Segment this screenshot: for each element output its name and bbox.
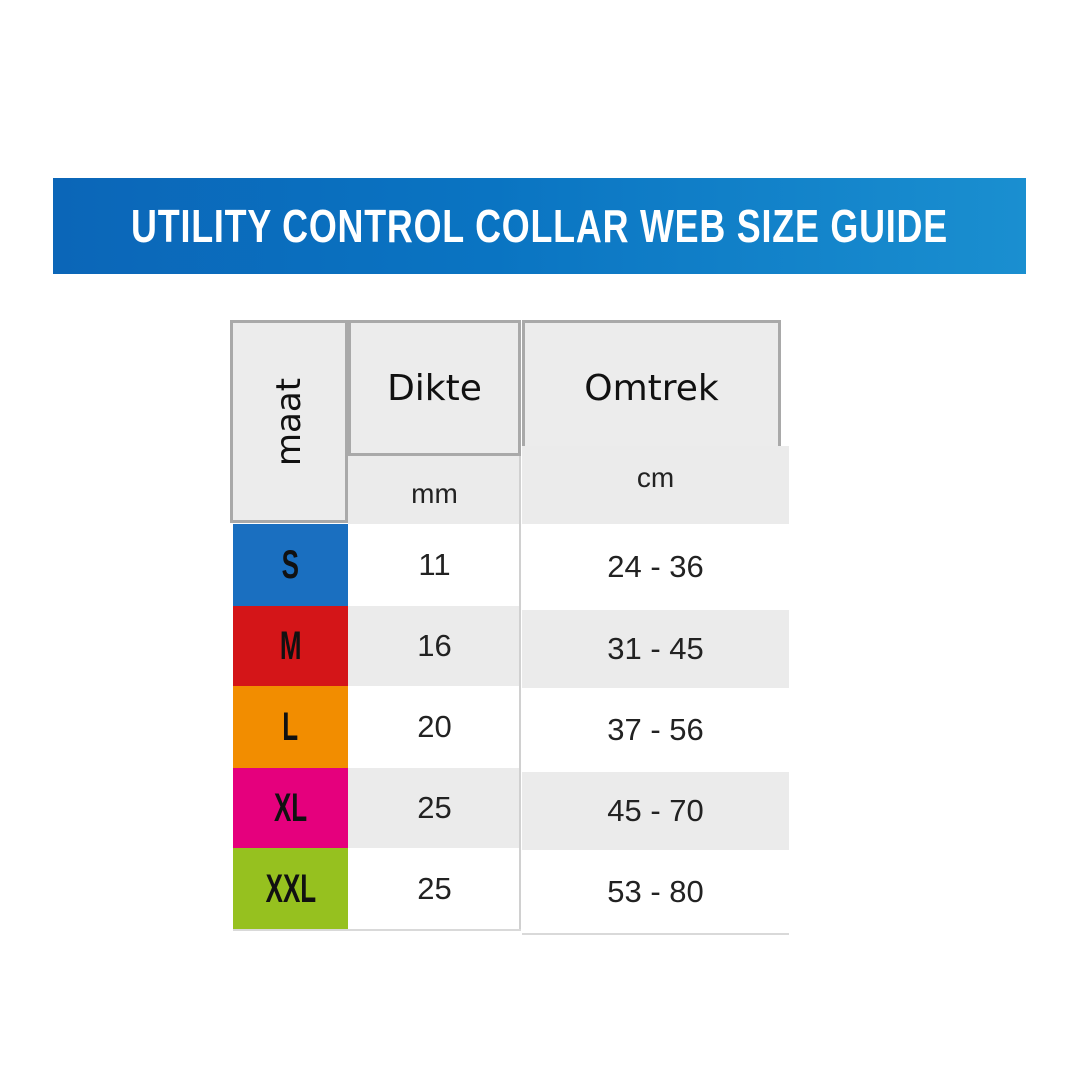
thickness-cell: 20 [348, 686, 521, 768]
title-banner: UTILITY CONTROL COLLAR WEB SIZE GUIDE [53, 178, 1026, 274]
circumference-cell: 31 - 45 [522, 610, 789, 688]
circumference-cell: 24 - 36 [522, 524, 789, 610]
table-bottom-border [233, 929, 521, 931]
thickness-cell: 16 [348, 606, 521, 686]
size-label: XL [273, 785, 308, 830]
circumference-cell: 37 - 56 [522, 688, 789, 772]
header-size-cell: maat [230, 320, 348, 523]
column-divider [519, 456, 521, 931]
banner-title: UTILITY CONTROL COLLAR WEB SIZE GUIDE [131, 200, 948, 252]
circumference-value: 24 - 36 [607, 549, 704, 584]
header-circumference-cell: Omtrek [522, 320, 781, 456]
size-label: M [279, 623, 302, 668]
circumference-cell: 53 - 80 [522, 850, 789, 934]
header-size-label: maat [269, 377, 309, 466]
thickness-value: 25 [417, 790, 452, 825]
unit-thickness-cell: mm [348, 456, 521, 524]
size-label: XXL [265, 866, 316, 911]
thickness-value: 16 [417, 628, 452, 663]
thickness-cell: 25 [348, 848, 521, 930]
thickness-value: 25 [417, 871, 452, 906]
circumference-value: 37 - 56 [607, 712, 704, 747]
unit-thickness-label: mm [411, 478, 458, 509]
size-label: L [282, 704, 299, 749]
unit-circumference-label: cm [636, 462, 675, 493]
thickness-cell: 11 [348, 524, 521, 606]
size-cell-xl: XL [233, 768, 348, 848]
thickness-value: 20 [417, 709, 452, 744]
circumference-value: 45 - 70 [607, 793, 704, 828]
size-cell-s: S [233, 524, 348, 606]
circumference-value: 31 - 45 [607, 631, 704, 666]
unit-circumference-cell: cm [522, 446, 789, 524]
size-label: S [281, 542, 300, 587]
size-cell-xxl: XXL [233, 848, 348, 930]
size-cell-l: L [233, 686, 348, 768]
thickness-value: 11 [418, 547, 451, 582]
circumference-value: 53 - 80 [607, 874, 704, 909]
table-bottom-border [522, 933, 789, 935]
header-thickness-cell: Dikte [348, 320, 521, 456]
thickness-cell: 25 [348, 768, 521, 848]
header-circumference-label: Omtrek [584, 367, 719, 409]
header-thickness-label: Dikte [387, 367, 482, 409]
size-cell-m: M [233, 606, 348, 686]
circumference-cell: 45 - 70 [522, 772, 789, 850]
